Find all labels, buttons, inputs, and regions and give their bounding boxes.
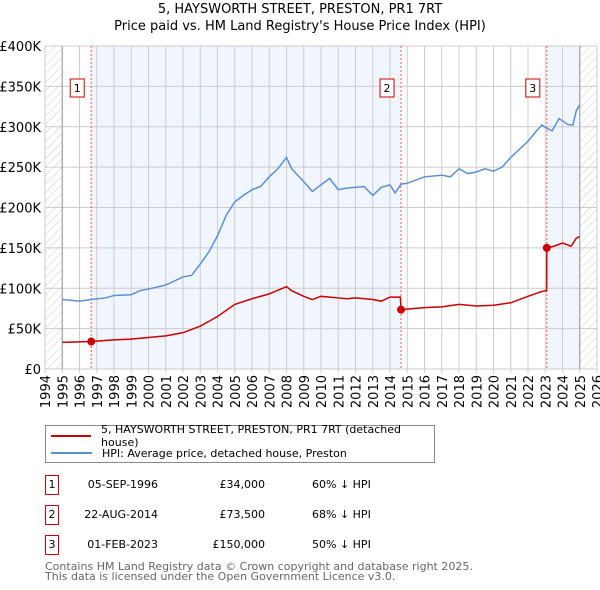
sale-label: 2: [384, 82, 391, 95]
chart-subtitle: Price paid vs. HM Land Registry's House …: [114, 19, 486, 34]
x-tick-label: 2002: [177, 375, 192, 408]
legend-item-hpi: HPI: Average price, detached house, Pres…: [51, 445, 347, 461]
sale-price: £34,000: [219, 478, 266, 491]
sale-date: 22-AUG-2014: [84, 508, 158, 521]
x-tick-label: 1995: [56, 375, 71, 408]
x-tick-label: 2023: [539, 375, 554, 408]
price-paid-line: [62, 235, 581, 344]
y-tick-label: £100K: [0, 282, 41, 297]
x-tick-label: 2010: [315, 375, 330, 408]
x-tick-label: 2004: [212, 375, 227, 408]
x-tick-label: 2012: [350, 375, 365, 408]
x-tick-label: 1999: [125, 375, 140, 408]
x-tick-label: 1994: [39, 375, 54, 408]
x-tick-label: 1997: [91, 375, 106, 408]
x-tick-label: 2003: [194, 375, 209, 408]
sale-price: £150,000: [212, 538, 266, 551]
x-tick-label: 1996: [74, 375, 89, 408]
sale-marker-badge: 1: [45, 475, 59, 495]
y-tick-label: £0: [24, 363, 41, 378]
y-tick-label: £150K: [0, 242, 41, 257]
sale-label-box: [69, 78, 85, 98]
x-tick-label: 2024: [557, 375, 572, 408]
x-tick-label: 2007: [263, 375, 278, 408]
sale-price: £73,500: [219, 508, 266, 521]
sale-point: [542, 243, 551, 252]
sale-label: 1: [74, 82, 81, 95]
footer-licence: This data is licensed under the Open Gov…: [45, 570, 396, 583]
legend: 5, HAYSWORTH STREET, PRESTON, PR1 7RT (d…: [45, 423, 435, 463]
x-tick-label: 2020: [488, 375, 503, 408]
x-tick-label: 2000: [143, 375, 158, 408]
hpi-line: [62, 104, 581, 302]
y-tick-label: £50K: [8, 323, 42, 338]
x-tick-label: 2025: [574, 375, 589, 408]
y-tick-label: £300K: [0, 121, 41, 136]
x-tick-label: 2021: [505, 375, 520, 408]
x-tick-label: 2011: [332, 375, 347, 408]
legend-label: HPI: Average price, detached house, Pres…: [102, 446, 347, 460]
x-tick-label: 2017: [436, 375, 451, 408]
sale-date: 01-FEB-2023: [87, 538, 158, 551]
x-tick-label: 2018: [453, 375, 468, 408]
y-tick-label: £200K: [0, 202, 41, 217]
sale-hpi-diff: 60% ↓ HPI: [312, 478, 371, 491]
sale-point: [87, 337, 96, 346]
sale-marker-badge: 3: [45, 535, 59, 555]
y-tick-label: £400K: [0, 40, 41, 55]
sale-marker-badge: 2: [45, 505, 59, 525]
x-tick-label: 2014: [384, 375, 399, 408]
blue-line-swatch: [51, 452, 92, 454]
sale-date: 05-SEP-1996: [87, 478, 158, 491]
x-tick-label: 2001: [160, 375, 175, 408]
sale-point: [397, 305, 406, 314]
legend-label: 5, HAYSWORTH STREET, PRESTON, PR1 7RT (d…: [101, 423, 402, 449]
x-tick-label: 2013: [367, 375, 382, 408]
x-tick-label: 2019: [470, 375, 485, 408]
x-tick-label: 2009: [298, 375, 313, 408]
red-line-swatch: [51, 435, 92, 437]
x-tick-label: 2006: [246, 375, 261, 408]
sale-hpi-diff: 50% ↓ HPI: [312, 538, 371, 551]
x-tick-label: 2026: [591, 375, 600, 408]
sale-label-box: [525, 78, 541, 98]
footer-copyright: Contains HM Land Registry data © Crown c…: [45, 560, 473, 573]
plot-area: £0 £50K £100K £150K £200K £250K £300K £350K £400…: [0, 40, 600, 408]
y-tick-label: £350K: [0, 80, 41, 95]
legend-item-property: 5, HAYSWORTH STREET, PRESTON, PR1 7RT (d…: [51, 423, 434, 449]
x-tick-label: 2005: [229, 375, 244, 408]
x-tick-label: 2008: [281, 375, 296, 408]
chart-title: 5, HAYSWORTH STREET, PRESTON, PR1 7RT: [157, 2, 443, 17]
x-tick-label: 2016: [419, 375, 434, 408]
y-tick-label: £250K: [0, 161, 41, 176]
x-tick-label: 2022: [522, 375, 537, 408]
sale-hpi-diff: 68% ↓ HPI: [312, 508, 371, 521]
sale-label-box: [379, 78, 395, 98]
x-tick-label: 2015: [401, 375, 416, 408]
x-tick-label: 1998: [108, 375, 123, 408]
sale-label: 3: [529, 82, 536, 95]
